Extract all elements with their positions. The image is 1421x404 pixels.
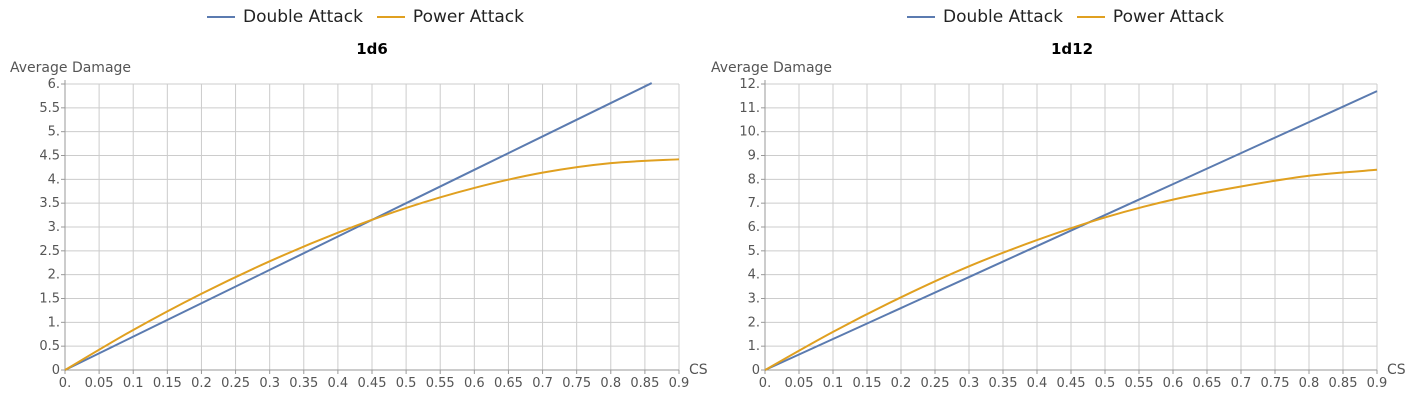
plot-area: 0. 0.05 0.1 0.15 0.2 0.25 0.3 0.35 0.4 0.45 0.5 0.5… [39,77,708,391]
x-tick-label: 0.5 [396,376,417,391]
y-tick-label: 9. [748,149,760,164]
legend-swatch-power-attack [1076,16,1105,18]
x-tick-label: 0.7 [532,376,553,391]
y-tick-label: 1. [748,339,760,354]
x-tick-label: 0.45 [1057,376,1086,391]
x-tick-label: 0.1 [123,376,144,391]
y-tick-label: 10. [739,125,760,140]
y-tick-label: 8. [748,172,760,187]
legend-swatch-power-attack [376,16,405,18]
y-tick-label: 1.5 [39,292,60,307]
y-tick-label: 3. [48,220,60,235]
x-tick-label: 0.4 [1027,376,1048,391]
y-tick-label: 6. [748,220,760,235]
y-tick-label: 5.5 [39,101,60,116]
y-tick-label: 0.5 [39,339,60,354]
y-tick-label: 6. [48,77,60,92]
x-tick-label: 0.05 [785,376,814,391]
plot-area: 0. 0.05 0.1 0.15 0.2 0.25 0.3 0.35 0.4 0.45 0.5 0.5… [739,77,1406,391]
y-axis-label: Average Damage [711,60,833,76]
y-tick-label: 5. [48,125,60,140]
y-tick-label: 2. [748,315,760,330]
series-line-power-attack [764,168,1378,371]
x-tick-label: 0.4 [328,376,349,391]
x-tick-label: 0.15 [153,376,182,391]
x-tick-label: 0.05 [85,376,114,391]
x-tick-label: 0.7 [1231,376,1252,391]
y-tick-label: 4. [748,268,760,283]
legend-swatch-double-attack [207,16,235,18]
x-tick-label: 0.85 [630,376,659,391]
x-tick-label: 0.3 [259,376,280,391]
legend-label-power-attack: Power Attack [1112,7,1224,27]
legend-label-double-attack: Double Attack [243,7,363,27]
x-tick-label: 0.3 [959,376,980,391]
y-tick-label: 12. [739,77,760,92]
x-tick-label: 0.55 [1125,376,1154,391]
y-tick-label: 11. [739,101,760,116]
x-tick-label: 0.75 [562,376,591,391]
x-tick-label: 0.75 [1261,376,1290,391]
series-line-power-attack [64,158,680,371]
x-tick-label: 0.25 [921,376,950,391]
legend: Double Attack Power Attack [207,6,538,28]
y-axis-label: Average Damage [10,60,132,76]
x-tick-label: 0.15 [853,376,882,391]
y-tick-label: 4.5 [39,149,60,164]
x-tick-label: 0.55 [426,376,455,391]
x-tick-label: 0.65 [494,376,523,391]
y-tick-label: 4. [48,172,60,187]
y-tick-label: 7. [748,196,760,211]
x-tick-label: 0.65 [1193,376,1222,391]
x-tick-label: 0.35 [289,376,318,391]
x-tick-label: 0.5 [1095,376,1116,391]
y-tick-label: 3. [748,292,760,307]
legend-item-double-attack: Double Attack [907,7,1063,27]
x-tick-label: 0.1 [823,376,844,391]
x-tick-label: 0.2 [191,376,212,391]
legend-item-power-attack: Power Attack [376,7,524,27]
x-tick-label: 0.35 [989,376,1018,391]
legend: Double Attack Power Attack [907,6,1238,28]
chart-title: 1d6 [356,40,388,58]
x-tick-label: 0. [759,376,771,391]
x-axis-label: CS [1387,362,1406,378]
chart-title: 1d12 [1050,40,1094,58]
legend-item-power-attack: Power Attack [1076,7,1224,27]
x-tick-label: 0.8 [600,376,621,391]
y-tick-label: 0 [52,363,60,378]
x-tick-label: 0.25 [221,376,250,391]
y-tick-label: 3.5 [39,196,60,211]
x-tick-label: 0.8 [1299,376,1320,391]
x-tick-label: 0.9 [669,376,690,391]
y-tick-label: 0 [752,363,760,378]
chart-panel-1d12: Double Attack Power Attack 1d12 Average … [700,0,1421,404]
series-line-double-attack [764,90,1378,371]
y-tick-label: 2.5 [39,244,60,259]
legend-item-double-attack: Double Attack [207,7,363,27]
legend-label-power-attack: Power Attack [412,7,524,27]
x-tick-label: 0.6 [1163,376,1184,391]
y-tick-label: 1. [48,315,60,330]
x-tick-label: 0.85 [1329,376,1358,391]
y-tick-label: 2. [48,268,60,283]
x-tick-label: 0.9 [1367,376,1388,391]
y-tick-label: 5. [748,244,760,259]
x-tick-label: 0.2 [891,376,912,391]
x-tick-label: 0.45 [358,376,387,391]
chart-panel-1d6: Double Attack Power Attack 1d6 Average D… [0,0,710,404]
legend-label-double-attack: Double Attack [943,7,1063,27]
x-tick-label: 0.6 [464,376,485,391]
legend-swatch-double-attack [907,16,935,18]
x-tick-label: 0. [59,376,71,391]
x-axis-label: CS [689,362,708,378]
